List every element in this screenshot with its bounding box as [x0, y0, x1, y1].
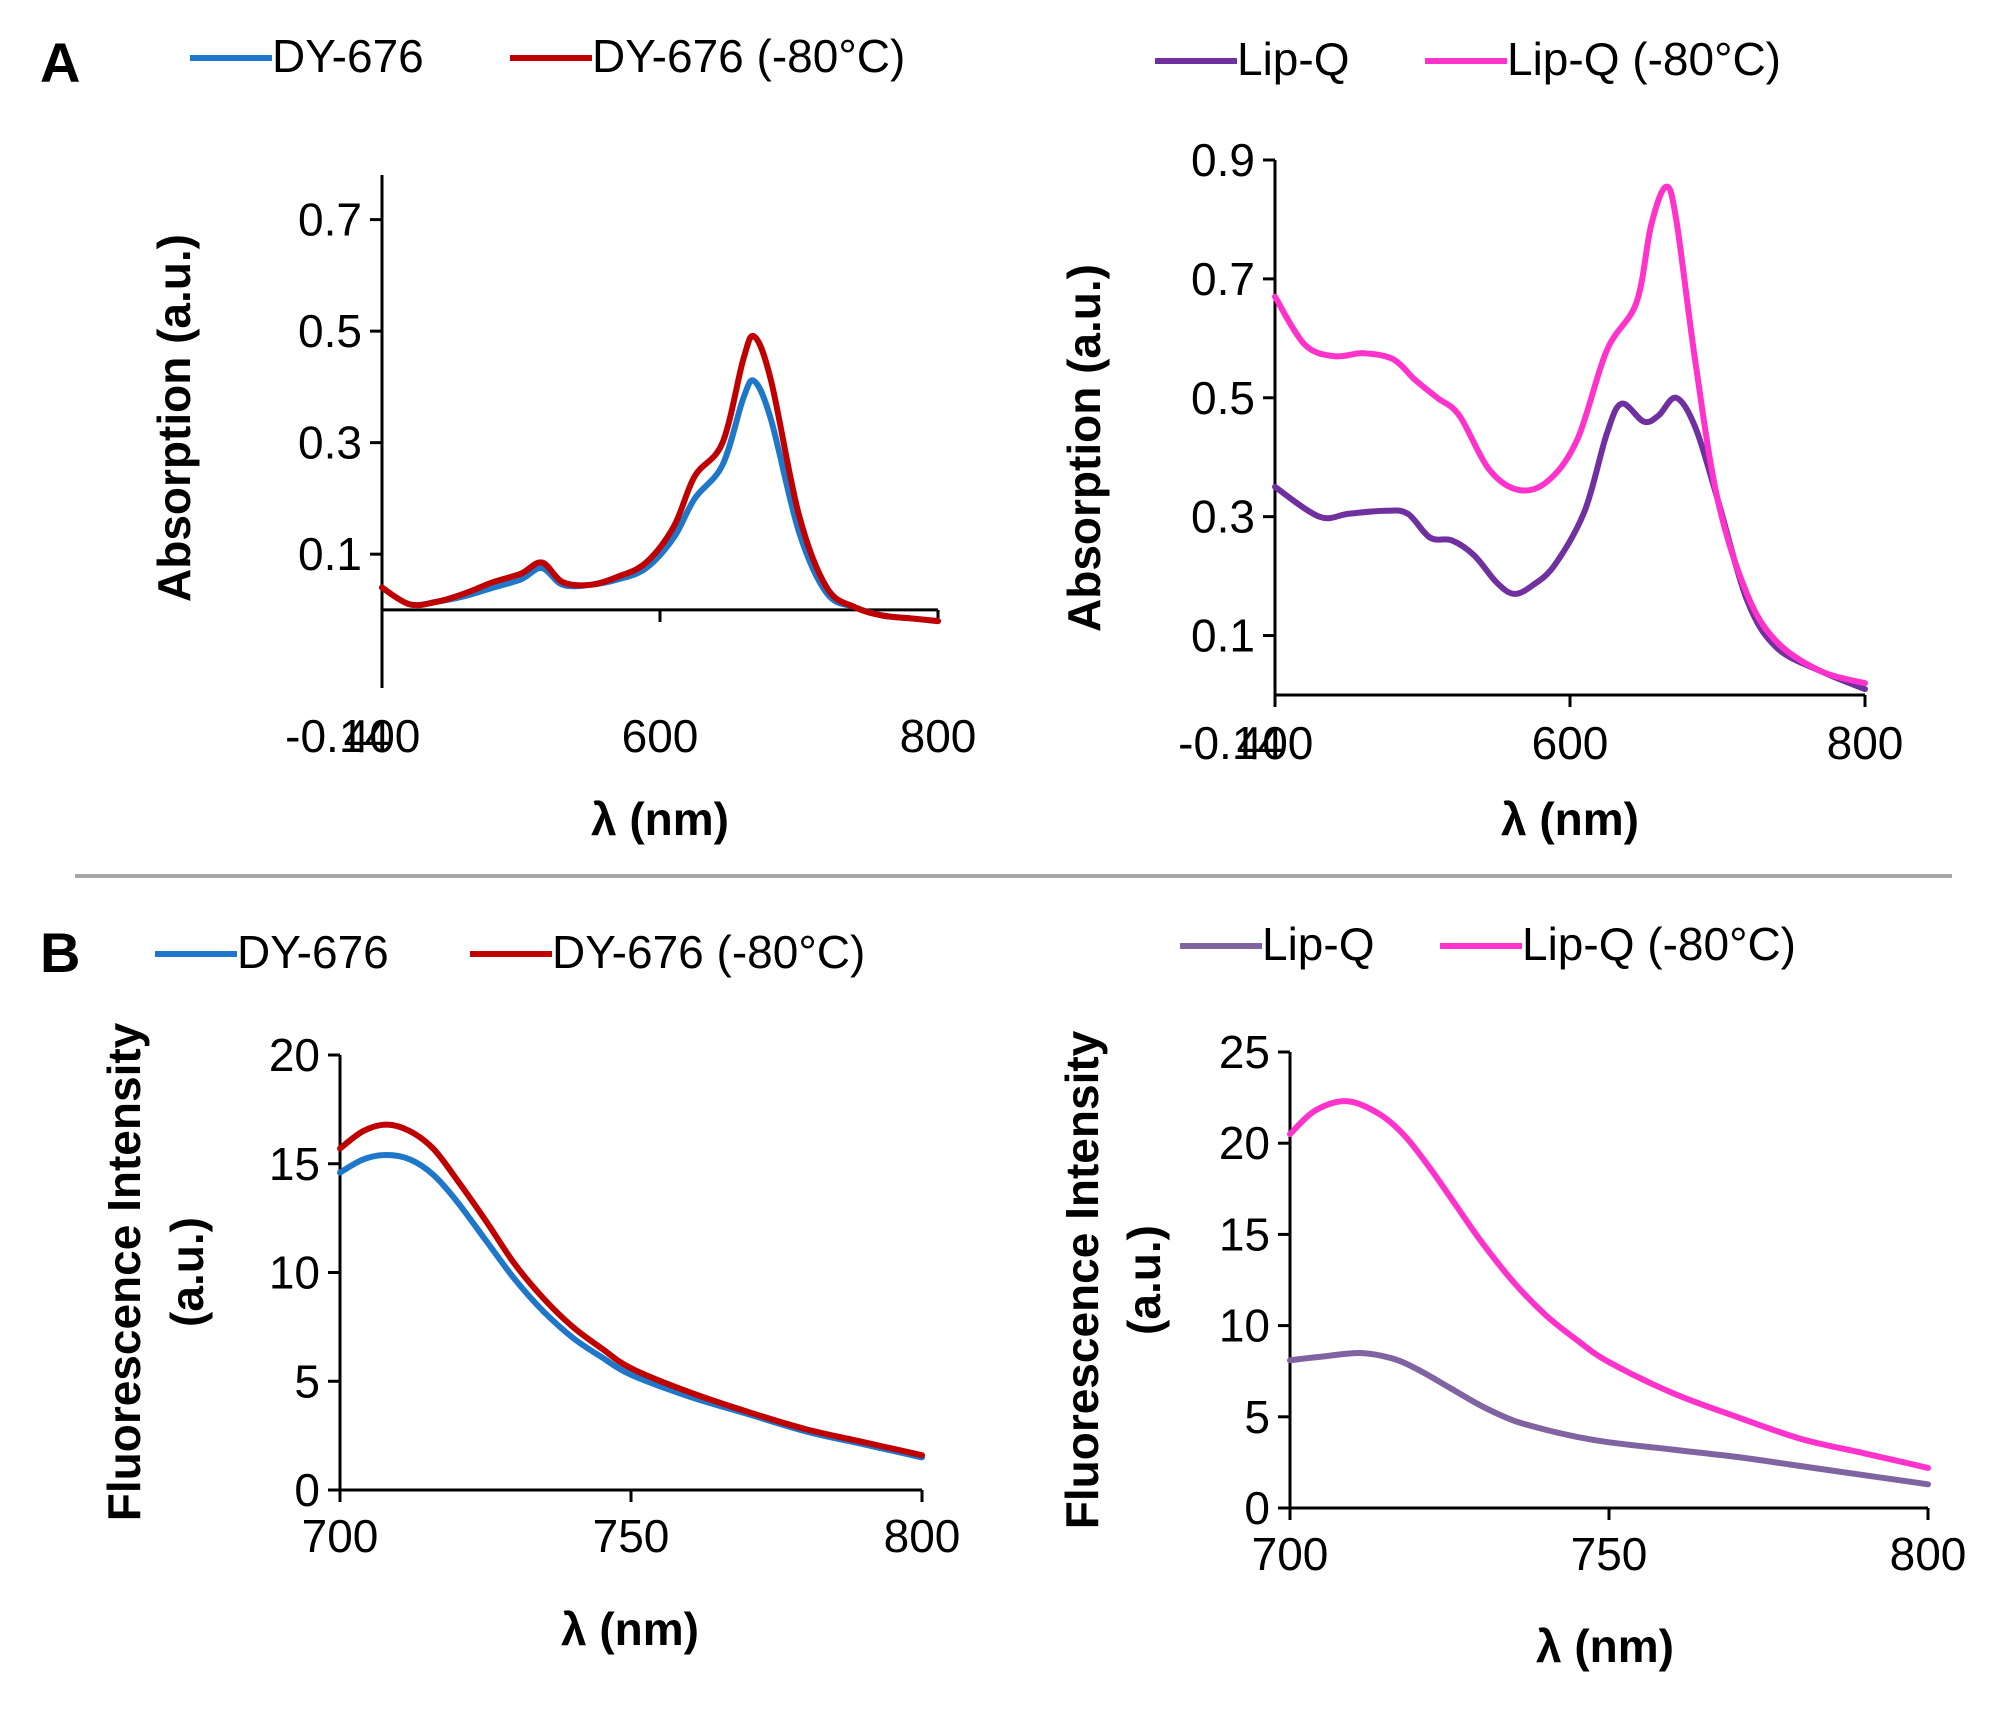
x-tick-label-1-2: 800: [1827, 717, 1904, 769]
x-tick-label-3-2: 800: [1890, 1528, 1967, 1580]
legend-label-1-0: Lip-Q: [1237, 33, 1349, 85]
legend-label-0-1: DY-676 (-80°C): [592, 30, 905, 82]
x-axis-title-2: λ (nm): [561, 1603, 699, 1655]
chart-1-a-right: Lip-Q Lip-Q (-80°C) 0.1 0.3 0.5 0.7 0.9 400 600 8…: [1058, 33, 1903, 845]
y-tick-label-2-3: 15: [269, 1138, 320, 1190]
series-line-0-0: [379, 377, 941, 625]
legend-label-0-0: DY-676: [272, 30, 424, 82]
series-line-3-0: [1287, 1349, 1931, 1488]
y-tick-label-0-3: 0.7: [298, 194, 362, 246]
y-tick-label-1-2: 0.5: [1191, 372, 1255, 424]
legend-label-3-1: Lip-Q (-80°C): [1522, 918, 1796, 970]
x-tick-label-0-1: 600: [622, 710, 699, 762]
y-axis-title-2-line-0: Fluorescence Intensity: [98, 1022, 150, 1521]
x-tick-label-2-1: 750: [593, 1510, 670, 1562]
y-tick-label-2-0: 0: [294, 1464, 320, 1516]
y-tick-label-3-5: 25: [1219, 1026, 1270, 1078]
legend-label-2-1: DY-676 (-80°C): [552, 926, 865, 978]
y-tick-label-3-3: 15: [1219, 1208, 1270, 1260]
y-axis-title-3-line-0: Fluorescence Intensity: [1056, 1030, 1108, 1529]
x-axis-title-3: λ (nm): [1536, 1620, 1674, 1672]
x-tick-label-1-1: 600: [1532, 717, 1609, 769]
y-tick-label-1-1: 0.3: [1191, 491, 1255, 543]
chart-3-b-right: Lip-Q Lip-Q (-80°C) 0 5 10 15 20 25 700 750 800 λ (…: [1056, 918, 1966, 1672]
x-tick-label-0-0: 400: [344, 710, 421, 762]
y-tick-label-2-4: 20: [269, 1029, 320, 1081]
series-line-2-0: [337, 1152, 925, 1461]
x-tick-label-3-1: 750: [1571, 1528, 1648, 1580]
y-tick-label-1-4: 0.9: [1191, 134, 1255, 186]
y-tick-label-0-1: 0.3: [298, 417, 362, 469]
x-axis-title-0: λ (nm): [591, 793, 729, 845]
y-tick-label-1-3: 0.7: [1191, 253, 1255, 305]
y-tick-label-1-0: 0.1: [1191, 610, 1255, 662]
series-line-0-1: [379, 332, 941, 625]
y-tick-label-3-2: 10: [1219, 1300, 1270, 1352]
series-line-3-1: [1287, 1098, 1931, 1471]
y-tick-label-0-0: 0.1: [298, 528, 362, 580]
panel-label-b: B: [40, 921, 80, 984]
x-tick-label-3-0: 700: [1252, 1528, 1329, 1580]
series-line-2-1: [337, 1121, 925, 1459]
x-tick-label-2-2: 800: [884, 1510, 961, 1562]
y-tick-label-3-1: 5: [1244, 1391, 1270, 1443]
chart-0-a-left: DY-676 DY-676 (-80°C) 0.1 0.3 0.5 0.7 400 600 80…: [148, 30, 976, 845]
y-min-label-1: -0.14: [1178, 717, 1283, 769]
y-tick-label-3-0: 0: [1244, 1482, 1270, 1534]
series-line-1-1: [1272, 183, 1868, 687]
legend-label-2-0: DY-676: [237, 926, 389, 978]
y-tick-label-2-2: 10: [269, 1247, 320, 1299]
y-axis-title-2-line-1: (a.u.): [161, 1217, 213, 1327]
y-axis-title-0: Absorption (a.u.): [148, 234, 200, 602]
legend-label-3-0: Lip-Q: [1262, 918, 1374, 970]
y-tick-label-3-4: 20: [1219, 1117, 1270, 1169]
y-tick-label-2-1: 5: [294, 1355, 320, 1407]
x-axis-title-1: λ (nm): [1501, 793, 1639, 845]
x-tick-label-2-0: 700: [302, 1510, 379, 1562]
y-axis-title-1: Absorption (a.u.): [1058, 264, 1110, 632]
legend-label-1-1: Lip-Q (-80°C): [1507, 33, 1781, 85]
y-tick-label-0-2: 0.5: [298, 305, 362, 357]
y-axis-title-3-line-1: (a.u.): [1118, 1225, 1170, 1335]
x-tick-label-0-2: 800: [900, 710, 977, 762]
x-tick-label-1-0: 400: [1237, 717, 1314, 769]
chart-2-b-left: DY-676 DY-676 (-80°C) 0 5 10 15 20 700 750 800 λ (…: [98, 926, 960, 1655]
y-min-label-0: -0.14: [285, 710, 390, 762]
panel-label-a: A: [40, 31, 80, 94]
